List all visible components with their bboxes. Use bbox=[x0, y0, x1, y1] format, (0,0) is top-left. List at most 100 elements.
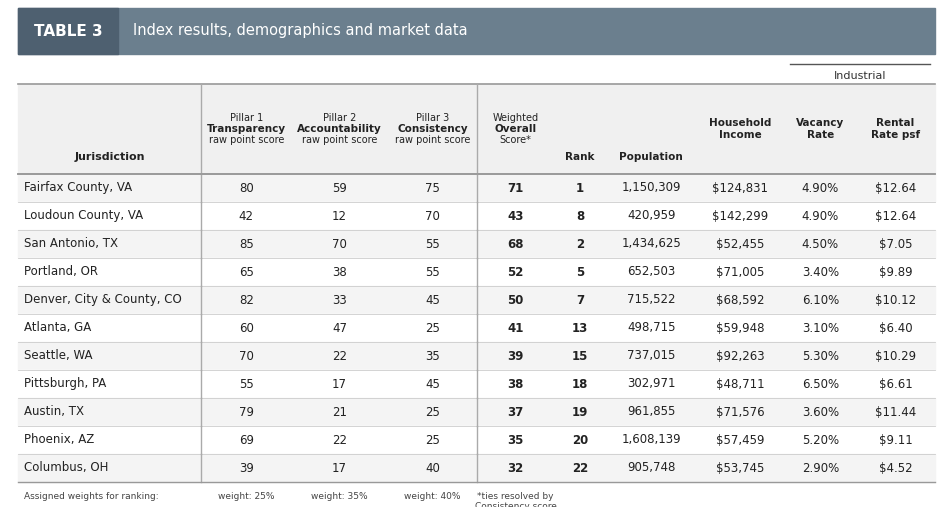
Text: 737,015: 737,015 bbox=[627, 349, 675, 363]
Text: 45: 45 bbox=[425, 294, 440, 307]
Text: $10.12: $10.12 bbox=[875, 294, 916, 307]
Text: 4.50%: 4.50% bbox=[802, 237, 839, 250]
Text: 70: 70 bbox=[238, 349, 254, 363]
Text: Columbus, OH: Columbus, OH bbox=[24, 461, 108, 475]
Text: weight: 25%: weight: 25% bbox=[218, 492, 275, 501]
Text: $48,711: $48,711 bbox=[716, 378, 765, 390]
Text: 3.40%: 3.40% bbox=[802, 266, 839, 278]
Text: 13: 13 bbox=[572, 321, 588, 335]
Text: 35: 35 bbox=[507, 433, 523, 447]
Text: 85: 85 bbox=[239, 237, 254, 250]
Text: Accountability: Accountability bbox=[297, 124, 382, 134]
Text: $142,299: $142,299 bbox=[712, 209, 769, 223]
Text: Population: Population bbox=[619, 152, 683, 162]
Text: 50: 50 bbox=[507, 294, 523, 307]
Text: 79: 79 bbox=[238, 406, 254, 418]
Bar bbox=[18, 398, 935, 426]
Text: 35: 35 bbox=[425, 349, 440, 363]
Text: 25: 25 bbox=[425, 433, 440, 447]
Bar bbox=[18, 314, 935, 342]
Text: 55: 55 bbox=[239, 378, 254, 390]
Text: weight: 35%: weight: 35% bbox=[311, 492, 368, 501]
Text: *ties resolved by
Consistency score: *ties resolved by Consistency score bbox=[475, 492, 557, 507]
Text: 55: 55 bbox=[425, 266, 440, 278]
Text: $59,948: $59,948 bbox=[716, 321, 765, 335]
Text: San Antonio, TX: San Antonio, TX bbox=[24, 237, 118, 250]
Text: $9.89: $9.89 bbox=[879, 266, 912, 278]
Text: 65: 65 bbox=[238, 266, 254, 278]
Text: 19: 19 bbox=[572, 406, 588, 418]
Bar bbox=[18, 370, 935, 398]
Text: 39: 39 bbox=[507, 349, 523, 363]
Text: Pillar 2: Pillar 2 bbox=[323, 113, 356, 123]
Text: $52,455: $52,455 bbox=[716, 237, 765, 250]
Text: Index results, demographics and market data: Index results, demographics and market d… bbox=[133, 23, 467, 39]
Text: 652,503: 652,503 bbox=[627, 266, 675, 278]
Text: 7: 7 bbox=[576, 294, 584, 307]
Text: Rank: Rank bbox=[565, 152, 595, 162]
Text: 5.30%: 5.30% bbox=[802, 349, 839, 363]
Bar bbox=[18, 258, 935, 286]
Text: 905,748: 905,748 bbox=[627, 461, 675, 475]
Text: Rate: Rate bbox=[807, 129, 834, 139]
Text: $12.64: $12.64 bbox=[875, 182, 916, 195]
Text: $4.52: $4.52 bbox=[879, 461, 912, 475]
Text: Industrial: Industrial bbox=[833, 71, 886, 81]
Bar bbox=[18, 342, 935, 370]
Bar bbox=[18, 286, 935, 314]
Text: 4.90%: 4.90% bbox=[802, 182, 839, 195]
Text: 498,715: 498,715 bbox=[627, 321, 675, 335]
Text: Score*: Score* bbox=[500, 135, 531, 145]
Text: 69: 69 bbox=[238, 433, 254, 447]
Text: 18: 18 bbox=[572, 378, 588, 390]
Text: Loudoun County, VA: Loudoun County, VA bbox=[24, 209, 143, 223]
Text: 8: 8 bbox=[576, 209, 584, 223]
Text: $12.64: $12.64 bbox=[875, 209, 916, 223]
Text: 82: 82 bbox=[238, 294, 254, 307]
Text: Portland, OR: Portland, OR bbox=[24, 266, 98, 278]
Text: raw point score: raw point score bbox=[395, 135, 470, 145]
Text: 33: 33 bbox=[332, 294, 347, 307]
Bar bbox=[18, 454, 935, 482]
Text: 32: 32 bbox=[507, 461, 523, 475]
Text: 5.20%: 5.20% bbox=[802, 433, 839, 447]
Text: Denver, City & County, CO: Denver, City & County, CO bbox=[24, 294, 181, 307]
Text: $10.29: $10.29 bbox=[875, 349, 916, 363]
Text: 961,855: 961,855 bbox=[627, 406, 675, 418]
Text: Pittsburgh, PA: Pittsburgh, PA bbox=[24, 378, 106, 390]
Text: 43: 43 bbox=[507, 209, 523, 223]
Text: 55: 55 bbox=[425, 237, 440, 250]
Text: 5: 5 bbox=[576, 266, 584, 278]
Text: 37: 37 bbox=[507, 406, 523, 418]
Text: 12: 12 bbox=[332, 209, 347, 223]
Text: 1: 1 bbox=[576, 182, 584, 195]
Text: raw point score: raw point score bbox=[302, 135, 377, 145]
Text: 75: 75 bbox=[425, 182, 440, 195]
Text: Assigned weights for ranking:: Assigned weights for ranking: bbox=[24, 492, 159, 501]
Text: $9.11: $9.11 bbox=[879, 433, 912, 447]
Text: 2: 2 bbox=[576, 237, 584, 250]
Text: 38: 38 bbox=[332, 266, 347, 278]
Text: 59: 59 bbox=[332, 182, 347, 195]
Text: Phoenix, AZ: Phoenix, AZ bbox=[24, 433, 94, 447]
Text: $57,459: $57,459 bbox=[716, 433, 765, 447]
Text: 4.90%: 4.90% bbox=[802, 209, 839, 223]
Text: raw point score: raw point score bbox=[209, 135, 284, 145]
Text: Weighted: Weighted bbox=[492, 113, 539, 123]
Text: 52: 52 bbox=[507, 266, 523, 278]
Text: 42: 42 bbox=[238, 209, 254, 223]
Text: 420,959: 420,959 bbox=[627, 209, 675, 223]
Text: $92,263: $92,263 bbox=[716, 349, 765, 363]
Text: 60: 60 bbox=[238, 321, 254, 335]
Text: Pillar 3: Pillar 3 bbox=[416, 113, 449, 123]
Text: Atlanta, GA: Atlanta, GA bbox=[24, 321, 91, 335]
Text: $7.05: $7.05 bbox=[879, 237, 912, 250]
Text: 6.50%: 6.50% bbox=[802, 378, 839, 390]
Text: 40: 40 bbox=[425, 461, 440, 475]
Text: 22: 22 bbox=[332, 349, 347, 363]
Text: 3.60%: 3.60% bbox=[802, 406, 839, 418]
Text: 715,522: 715,522 bbox=[627, 294, 675, 307]
Text: 70: 70 bbox=[332, 237, 347, 250]
Text: 6.10%: 6.10% bbox=[802, 294, 839, 307]
Text: 3.10%: 3.10% bbox=[802, 321, 839, 335]
